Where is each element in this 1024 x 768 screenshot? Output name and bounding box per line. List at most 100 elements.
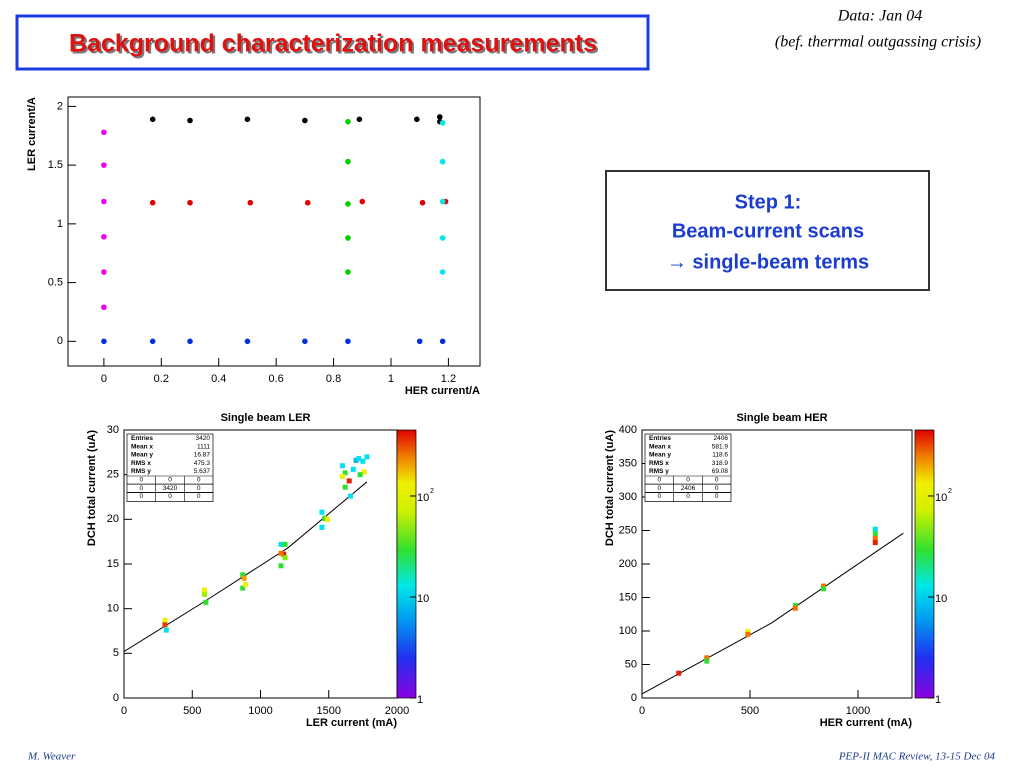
stats-key: Entries [649, 435, 671, 442]
cell [240, 572, 246, 578]
cell [278, 541, 284, 547]
cell [322, 515, 328, 521]
x-tick-label: 500 [741, 705, 759, 717]
point [101, 269, 107, 275]
cell [348, 493, 354, 499]
cell [319, 524, 325, 530]
cell [278, 563, 284, 569]
point [101, 338, 107, 345]
y-tick-label: 400 [619, 424, 637, 436]
cell [704, 655, 710, 661]
cell [342, 470, 348, 476]
point [439, 158, 446, 165]
chart-title: Single beam LER [221, 412, 311, 424]
x-tick-label: 0 [101, 373, 107, 385]
cell [339, 473, 345, 479]
plot-frame [67, 96, 481, 367]
cell [324, 516, 330, 522]
stats-value: 118.6 [712, 452, 728, 459]
color-bar [914, 429, 935, 699]
point [149, 116, 156, 123]
stats-key: RMS y [131, 468, 151, 475]
x-tick-label: 1000 [846, 705, 870, 717]
z-tick-label: 10 [935, 492, 947, 504]
y-tick-label: 1.5 [48, 159, 63, 171]
stats-key: Mean x [131, 443, 153, 450]
cell [676, 670, 682, 676]
step-text: Beam-current scans [672, 220, 864, 242]
stats-cell: 0 [197, 477, 201, 484]
stats-key: Mean x [649, 443, 671, 450]
point [439, 120, 446, 126]
x-tick-label: 2000 [385, 705, 409, 717]
cell [242, 582, 248, 588]
cell [203, 599, 209, 605]
cell [872, 536, 878, 542]
y-axis-label: DCH total current (uA) [86, 430, 98, 546]
cell [240, 585, 246, 591]
point [101, 304, 107, 311]
stats-cell: 0 [686, 477, 690, 484]
point [101, 233, 107, 240]
point [439, 338, 446, 345]
point [345, 235, 351, 241]
point [247, 199, 254, 206]
y-tick-label: 15 [107, 558, 119, 570]
point [345, 269, 351, 275]
point [359, 198, 366, 205]
step-box [605, 170, 930, 291]
stats-key: Entries [131, 435, 153, 442]
cell [350, 466, 356, 472]
stats-key: RMS x [649, 460, 669, 467]
y-tick-label: 1 [57, 218, 63, 230]
fit-line [641, 532, 904, 695]
stats-value: 3420 [196, 435, 211, 442]
stats-value: 5.637 [194, 468, 211, 475]
point [416, 338, 423, 345]
x-tick-label: 0 [639, 705, 645, 717]
footer: PEP-II MAC Review, 13-15 Dec 04 [838, 751, 996, 763]
x-tick-label: 0 [121, 705, 127, 717]
cell [202, 587, 208, 593]
point [419, 199, 426, 206]
point [345, 338, 351, 345]
note: Data: Jan 04 [837, 8, 922, 25]
stats-key: RMS y [649, 468, 669, 475]
point [439, 269, 446, 275]
stats-key: Mean y [649, 452, 671, 459]
stats-box [126, 433, 214, 502]
y-tick-label: 0 [631, 692, 637, 704]
x-tick-label: 1500 [317, 705, 341, 717]
y-tick-label: 0 [113, 692, 119, 704]
stats-cell: 0 [658, 485, 662, 492]
cell [360, 458, 366, 464]
cell [162, 617, 168, 623]
y-tick-label: 25 [107, 469, 119, 481]
cell [162, 622, 168, 628]
stats-cell: 0 [168, 477, 172, 484]
cell [792, 605, 798, 611]
stats-box [644, 433, 732, 502]
stats-cell: 2406 [681, 485, 696, 492]
cell [872, 531, 878, 537]
stats-value: 16.87 [194, 452, 211, 459]
point [149, 338, 156, 345]
stats-cell: 0 [715, 493, 719, 500]
cell [346, 478, 352, 484]
point [101, 198, 107, 205]
y-tick-label: 20 [107, 513, 119, 525]
chart-title: Single beam HER [736, 412, 827, 424]
cell [278, 550, 284, 556]
point [302, 117, 308, 124]
stats-key: RMS x [131, 460, 151, 467]
point [101, 162, 107, 168]
z-tick-exponent: 2 [430, 488, 434, 495]
x-tick-label: 1000 [248, 705, 272, 717]
cell [364, 454, 370, 460]
cell [241, 575, 247, 581]
cell [820, 586, 826, 592]
z-tick-label: 10 [417, 492, 429, 504]
cell [282, 555, 288, 561]
